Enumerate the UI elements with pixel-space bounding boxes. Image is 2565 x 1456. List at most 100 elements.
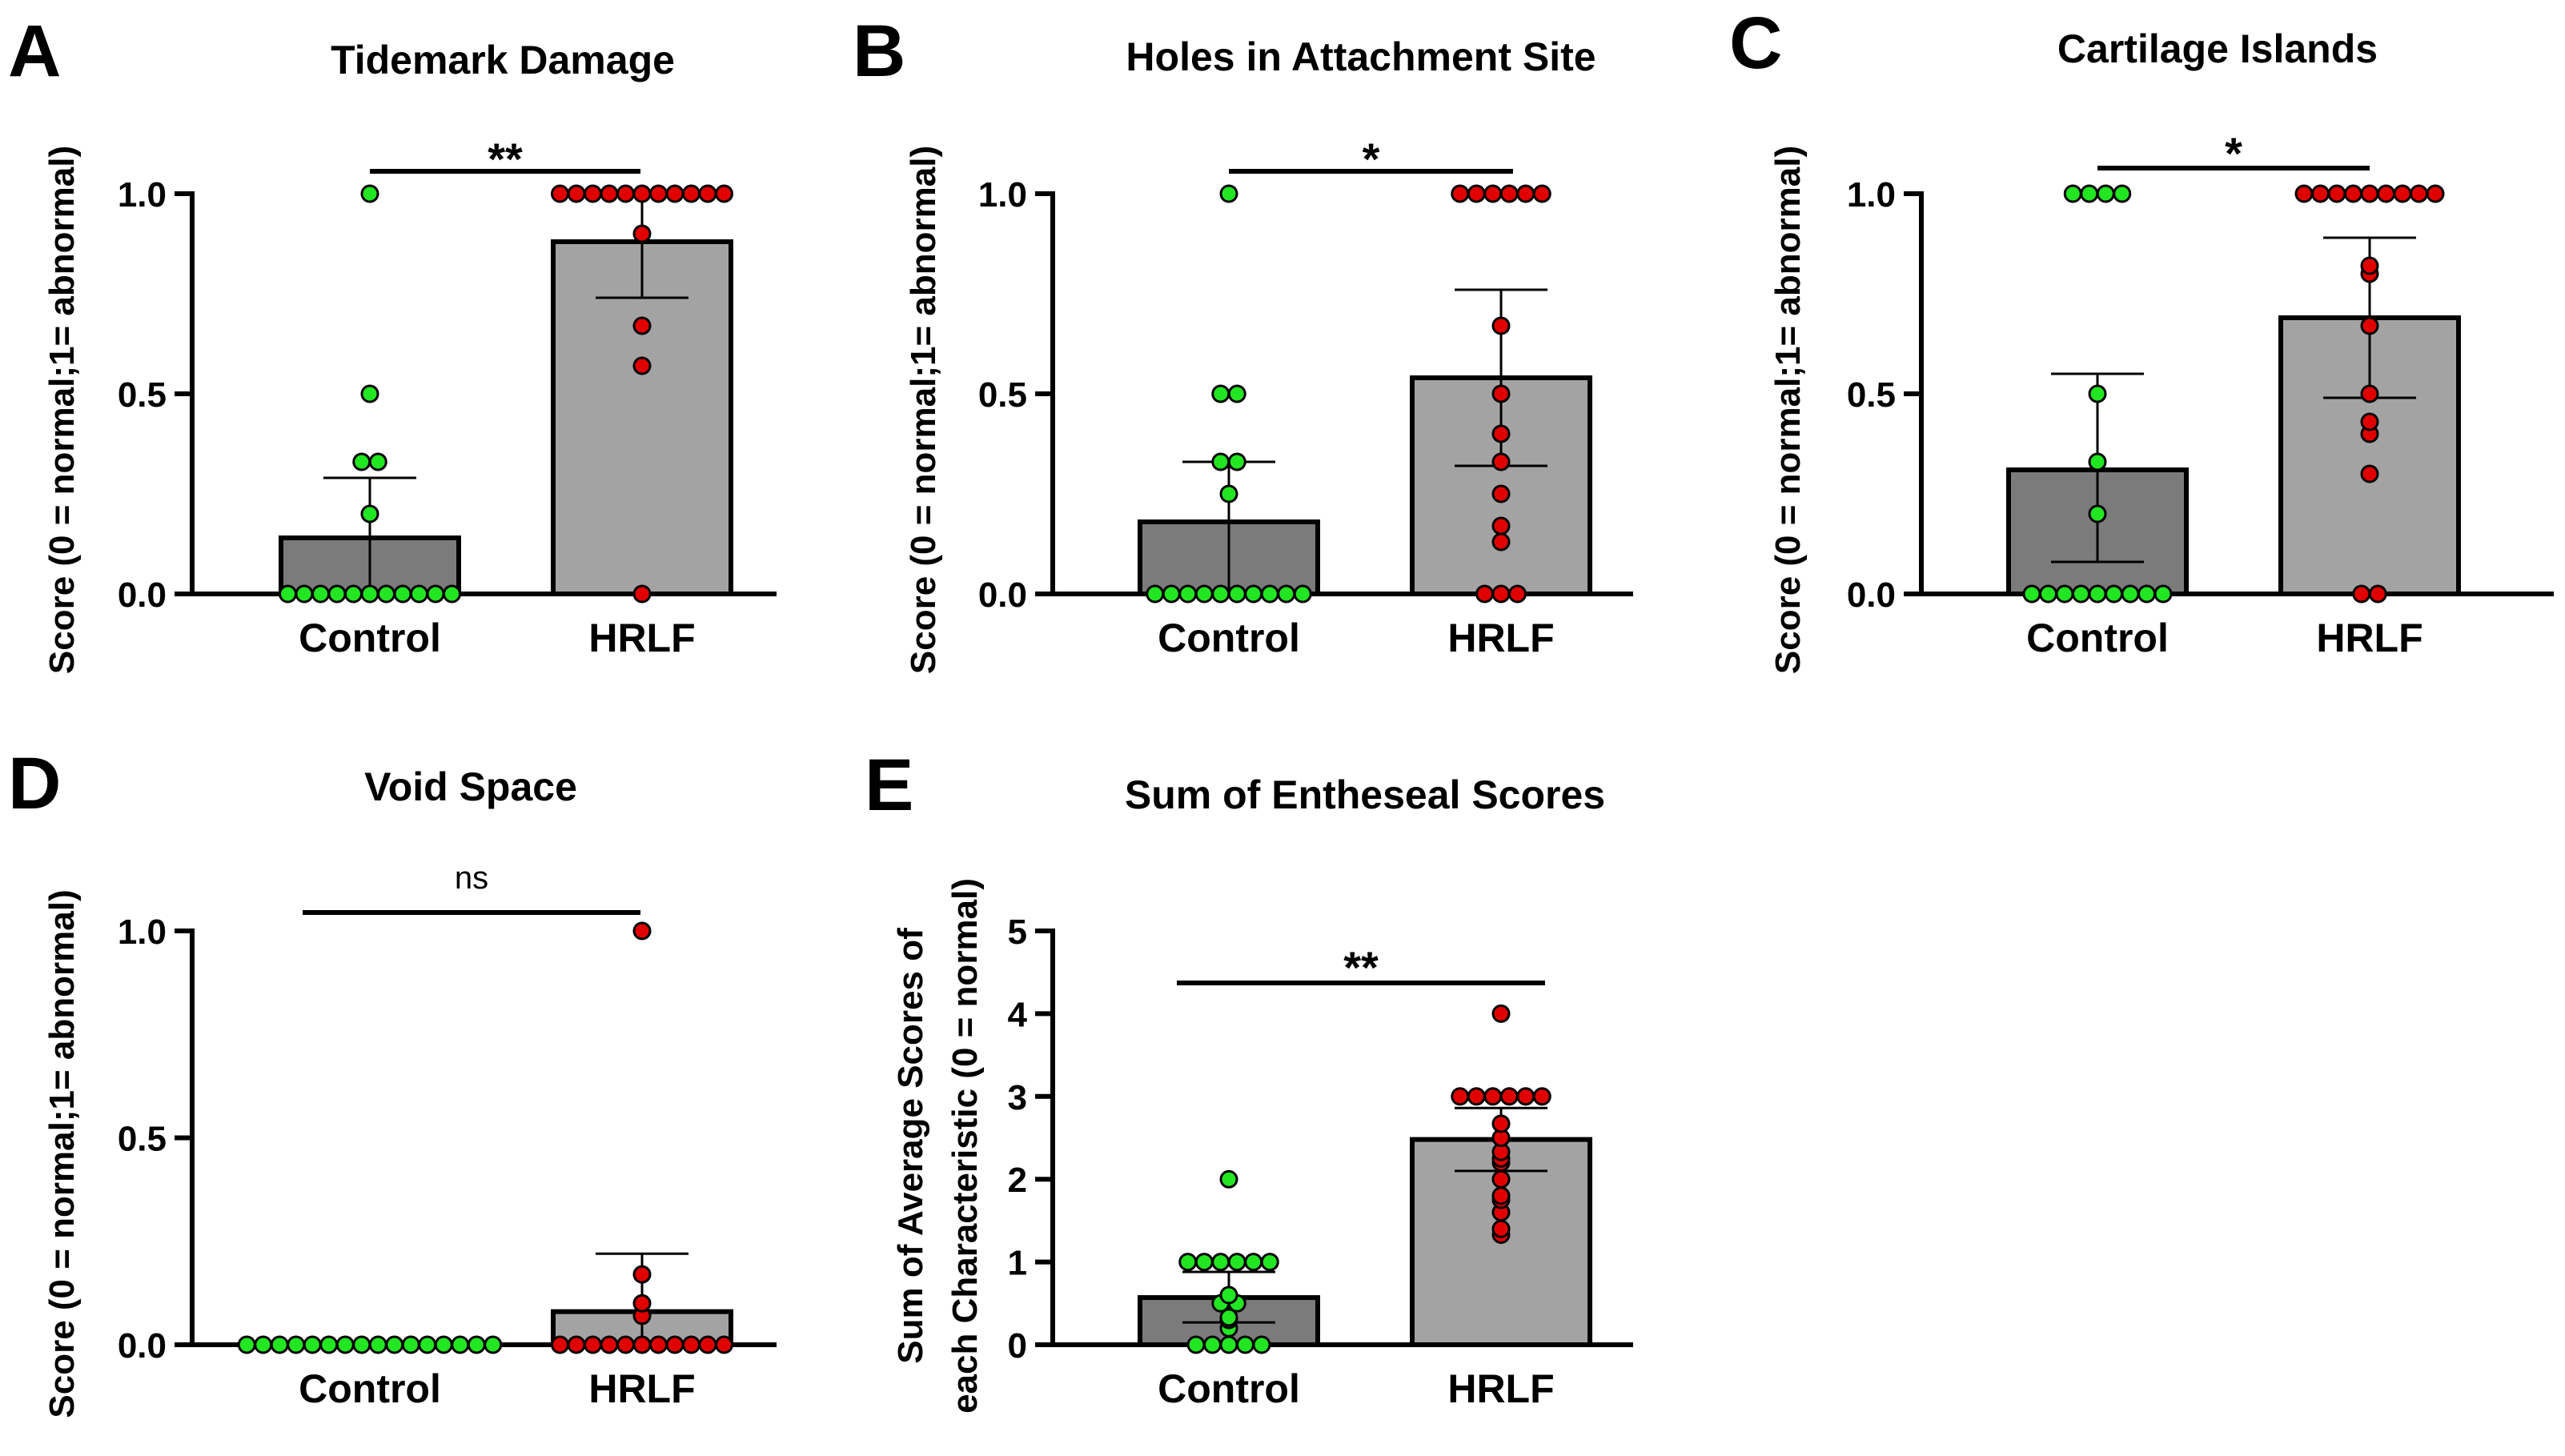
y-tick-label: 1 (1008, 1244, 1027, 1283)
data-point-hrlf (2377, 184, 2395, 203)
data-point-hrlf (682, 1335, 700, 1354)
data-point-control (1219, 184, 1238, 203)
data-point-hrlf (1491, 1219, 1511, 1238)
data-point-control (254, 1335, 273, 1354)
data-point-hrlf (2393, 184, 2412, 203)
data-point-control (1219, 1169, 1238, 1189)
data-point-hrlf (2360, 464, 2379, 483)
data-point-control (467, 1335, 486, 1354)
significance-label: ns (455, 860, 488, 896)
data-point-control (360, 384, 379, 403)
panel-a: A Tidemark Damage Score (0 = normal;1= abn… (8, 10, 777, 674)
panel-d: D Void Space Score (0 = normal;1= abnormal… (8, 743, 777, 1418)
data-point-hrlf (2368, 584, 2387, 604)
data-point-hrlf (649, 1335, 668, 1354)
data-point-control (360, 504, 379, 523)
data-point-control (2039, 584, 2057, 604)
data-point-control (2105, 584, 2123, 604)
data-point-control (303, 1335, 322, 1354)
data-point-control (1227, 384, 1246, 403)
data-point-hrlf (584, 1335, 602, 1354)
significance-label: * (2225, 128, 2242, 178)
data-point-control (1227, 452, 1246, 471)
data-point-hrlf (698, 1335, 717, 1354)
data-point-hrlf (2360, 184, 2379, 203)
data-point-hrlf (1491, 1186, 1511, 1205)
data-point-control (2088, 584, 2107, 604)
data-point-control (2072, 584, 2090, 604)
data-point-hrlf (2410, 184, 2428, 203)
data-point-control (2055, 584, 2074, 604)
data-point-hrlf (1491, 452, 1511, 471)
data-point-hrlf (2360, 412, 2379, 431)
bar-hrlf (551, 239, 733, 596)
data-point-hrlf (2327, 184, 2346, 203)
data-point-hrlf (1475, 584, 1494, 604)
data-point-control (2113, 184, 2132, 203)
data-point-control (410, 584, 428, 604)
data-point-hrlf (1491, 484, 1511, 503)
data-point-hrlf (616, 184, 635, 203)
data-point-hrlf (2426, 184, 2445, 203)
data-point-control (443, 584, 461, 604)
data-point-control (484, 1335, 503, 1354)
data-point-hrlf (682, 184, 700, 203)
data-point-control (344, 584, 363, 604)
data-point-hrlf (1467, 184, 1486, 203)
data-point-hrlf (649, 184, 668, 203)
y-axis-label: Score (0 = normal;1= abnormal) (1768, 146, 1808, 674)
x-tick-label-hrlf: HRLF (2316, 616, 2422, 660)
y-tick-label: 4 (1008, 995, 1028, 1034)
significance-label: ** (488, 134, 523, 184)
y-tick-label: 0.5 (1847, 375, 1896, 415)
data-point-control (385, 1335, 404, 1354)
data-point-control (1219, 1308, 1238, 1327)
x-tick-label-hrlf: HRLF (588, 616, 695, 660)
y-tick-label: 0.0 (978, 576, 1027, 615)
data-point-hrlf (632, 921, 652, 941)
data-point-hrlf (1491, 316, 1511, 335)
data-point-control (1203, 1335, 1222, 1354)
data-point-hrlf (1491, 532, 1511, 552)
data-point-hrlf (1499, 1087, 1519, 1106)
data-point-hrlf (600, 1335, 619, 1354)
data-point-hrlf (1483, 1087, 1503, 1106)
data-point-control (335, 1335, 355, 1354)
data-point-hrlf (1499, 184, 1519, 203)
data-point-hrlf (584, 184, 602, 203)
data-point-control (434, 1335, 453, 1354)
chart-title: Sum of Entheseal Scores (1125, 772, 1605, 817)
data-point-hrlf (715, 184, 733, 203)
data-point-hrlf (1491, 1114, 1511, 1133)
data-point-control (401, 1335, 420, 1354)
panel-letter: C (1729, 2, 1782, 84)
data-point-control (368, 1335, 387, 1354)
x-tick-label-hrlf: HRLF (1447, 616, 1554, 660)
panel-letter: E (865, 744, 913, 826)
data-point-hrlf (665, 1335, 684, 1354)
data-point-control (1178, 1253, 1198, 1272)
panel-c: C Cartilage Islands Score (0 = normal;1= a… (1729, 2, 2554, 674)
data-point-hrlf (1451, 1087, 1470, 1106)
panel-letter: B (853, 10, 905, 92)
y-tick-label: 0.0 (118, 1326, 167, 1366)
y-tick-label: 0.5 (978, 375, 1027, 415)
data-point-hrlf (698, 184, 717, 203)
data-point-control (1277, 584, 1296, 604)
data-point-hrlf (632, 1265, 652, 1284)
x-tick-label-control: Control (299, 1366, 441, 1411)
data-point-control (1293, 584, 1312, 604)
data-point-hrlf (632, 316, 652, 335)
data-point-control (1211, 1253, 1230, 1272)
data-point-hrlf (1508, 584, 1527, 604)
data-point-hrlf (715, 1335, 733, 1354)
data-point-control (2088, 384, 2107, 403)
data-point-hrlf (2360, 316, 2379, 335)
data-point-control (2154, 584, 2173, 604)
y-tick-label: 3 (1008, 1078, 1027, 1117)
significance-label: ** (1343, 942, 1379, 993)
data-point-control (360, 584, 379, 604)
y-tick-label: 0.5 (118, 1120, 167, 1159)
significance-label: * (1363, 134, 1380, 184)
